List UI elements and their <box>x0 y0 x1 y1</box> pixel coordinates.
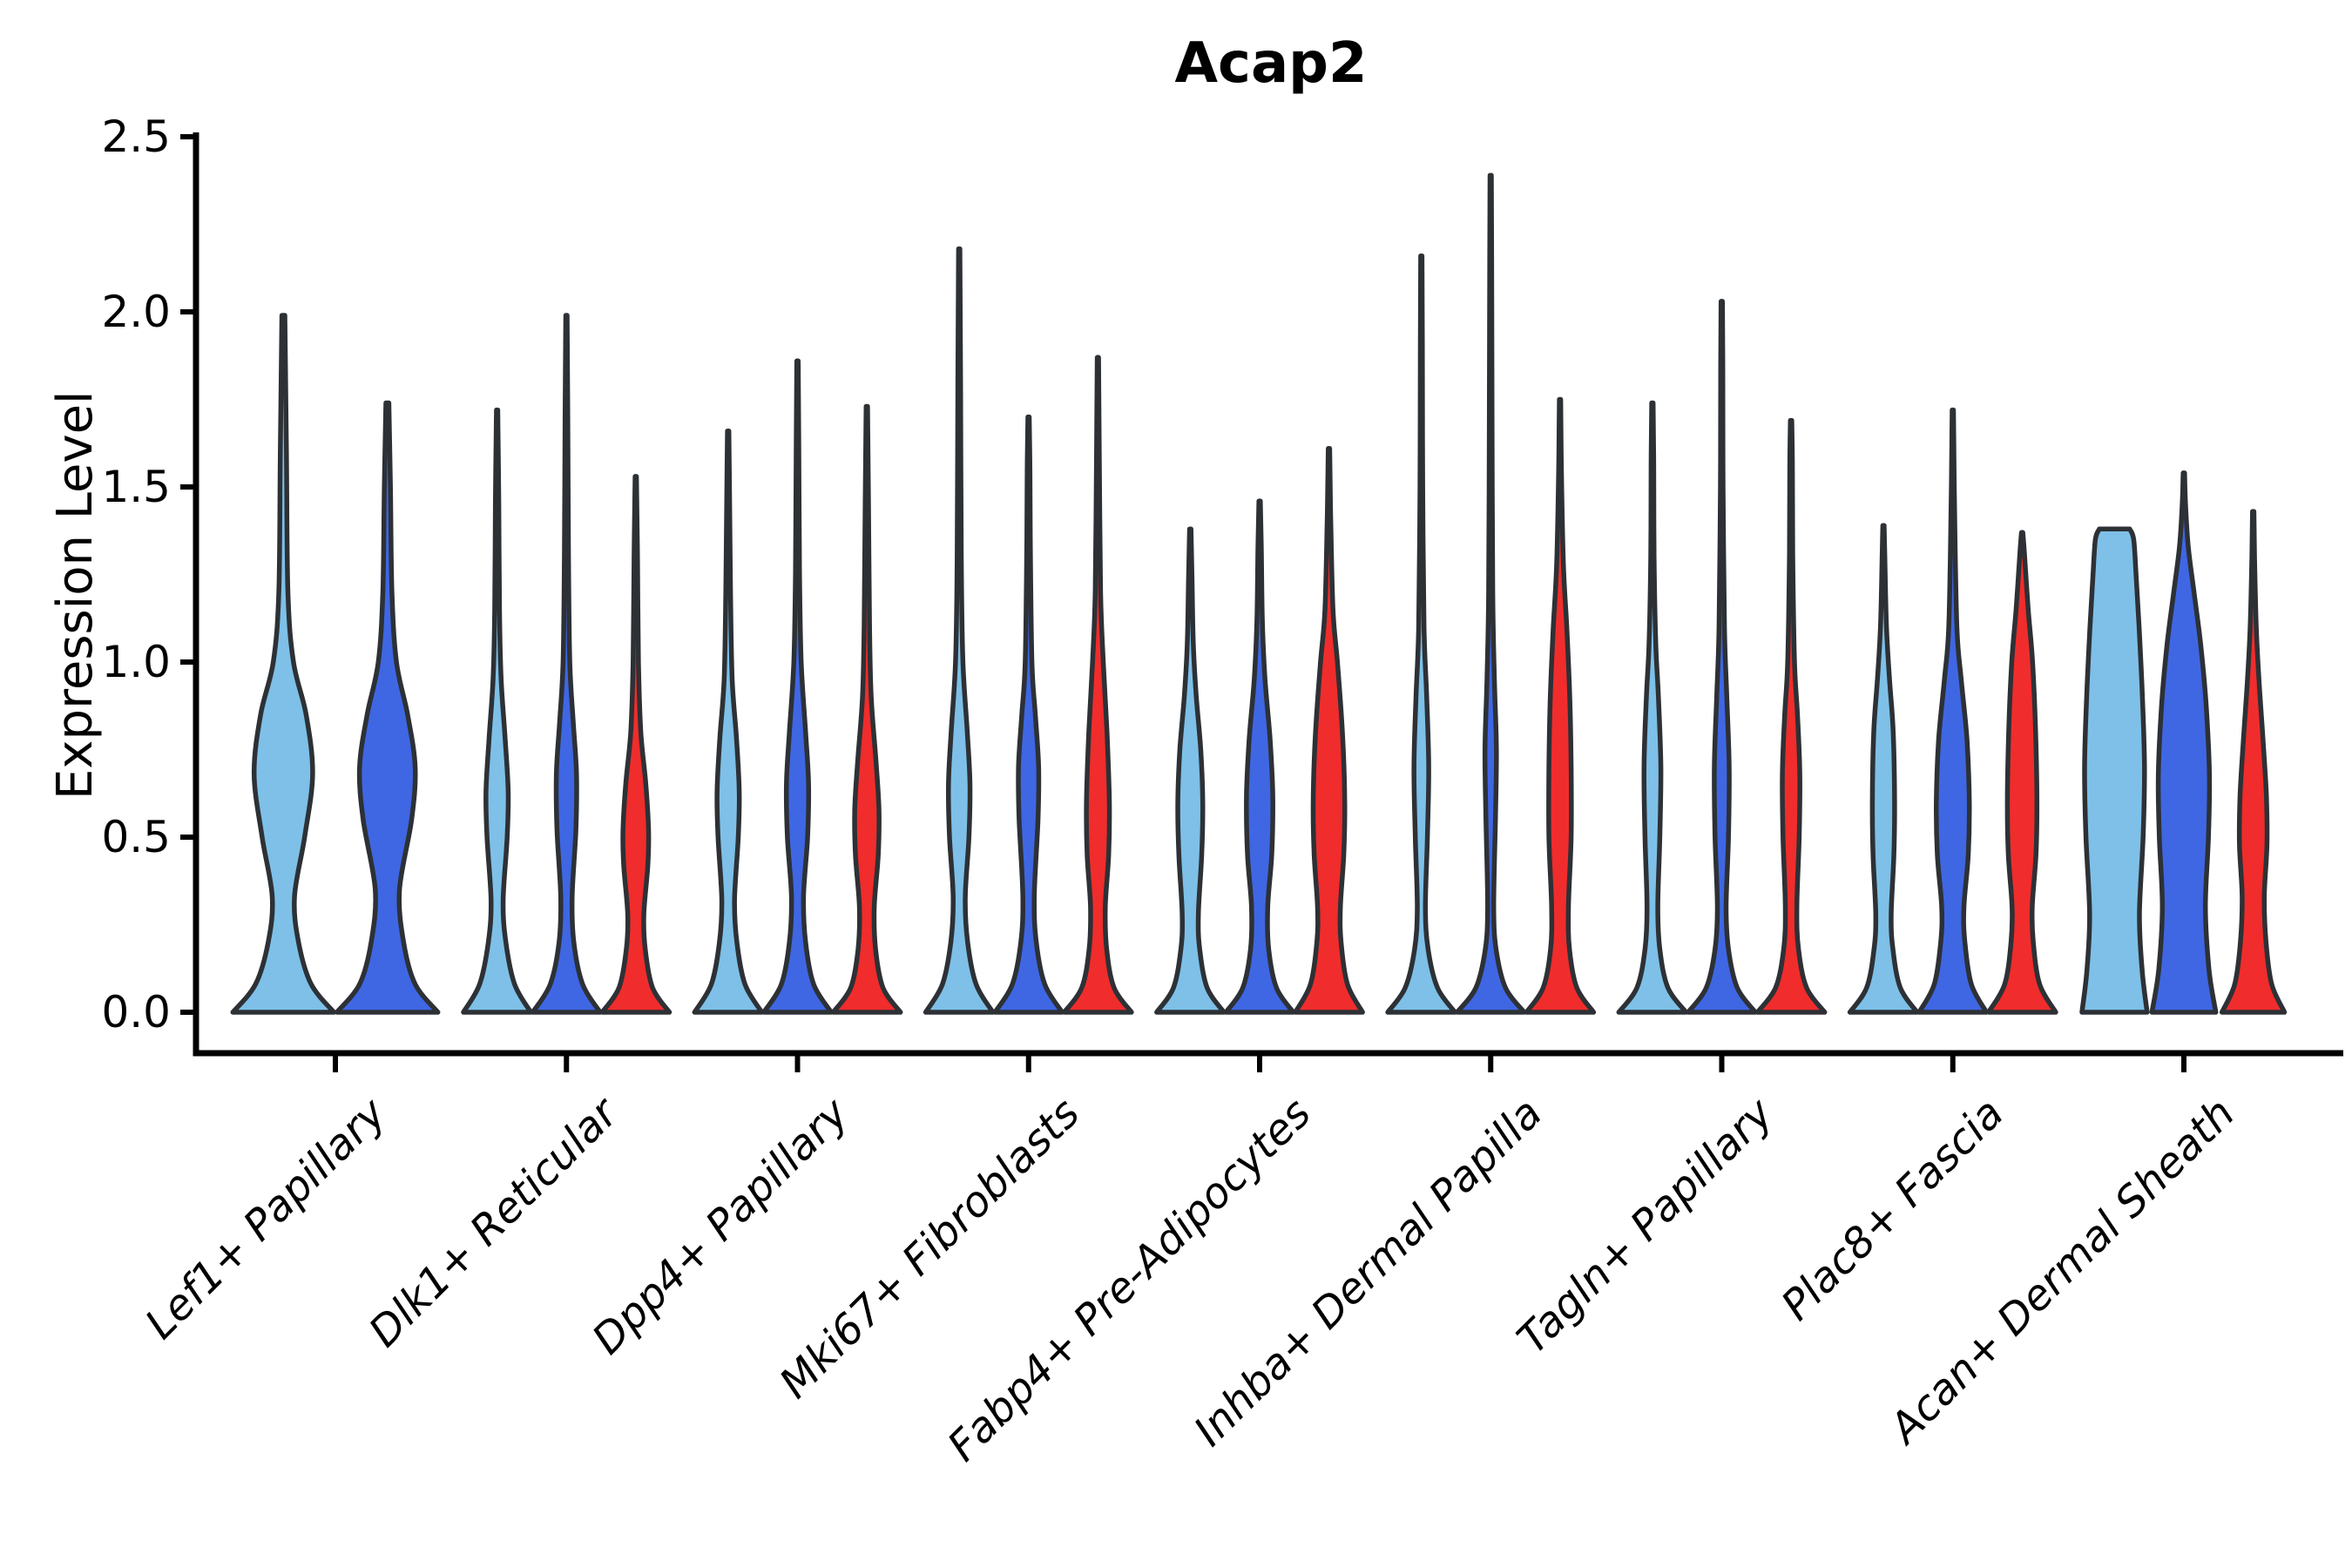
violin-plac8-fascia-light_blue <box>1847 523 1920 1015</box>
violin-tagln-papillary-red <box>1754 417 1828 1015</box>
violin-tagln-papillary-light_blue <box>1616 400 1689 1015</box>
tick-marks <box>180 134 2186 1072</box>
y-axis-label: Expression Level <box>47 390 104 800</box>
violin-dlk1-reticular-red <box>599 474 672 1015</box>
violin-mki67-fibroblasts-light_blue <box>923 246 996 1015</box>
violin-acan-dermal-sheath-red <box>2219 509 2288 1015</box>
y-tick-label-0.0: 0.0 <box>101 987 171 1037</box>
violin-dpp4-papillary-light_blue <box>692 428 765 1015</box>
chart-title: Acap2 <box>1174 31 1368 96</box>
violin-inhba-dermal-papilla-light_blue <box>1385 253 1458 1015</box>
violin-dlk1-reticular-light_blue <box>461 407 534 1015</box>
y-tick-label-1.0: 1.0 <box>101 637 171 687</box>
violin-mki67-fibroblasts-red <box>1062 355 1134 1015</box>
violin-dlk1-reticular-dark_blue <box>530 313 603 1015</box>
y-tick-label-0.5: 0.5 <box>101 812 171 862</box>
violin-inhba-dermal-papilla-red <box>1524 396 1597 1015</box>
violin-dpp4-papillary-dark_blue <box>761 358 834 1015</box>
violin-fabp4-pre-adipocytes-light_blue <box>1154 526 1227 1015</box>
violin-acan-dermal-sheath-light_blue <box>2079 526 2150 1015</box>
violin-fabp4-pre-adipocytes-dark_blue <box>1223 498 1296 1015</box>
y-tick-label-1.5: 1.5 <box>101 462 171 512</box>
violin-plac8-fascia-dark_blue <box>1916 407 1990 1015</box>
violin-mki67-fibroblasts-dark_blue <box>992 414 1065 1015</box>
y-tick-label-2.5: 2.5 <box>101 112 171 162</box>
y-tick-label-2.0: 2.0 <box>101 287 171 337</box>
violin-dpp4-papillary-red <box>830 403 903 1015</box>
violin-inhba-dermal-papilla-dark_blue <box>1454 172 1527 1015</box>
violin-plac8-fascia-red <box>1986 530 2058 1015</box>
violin-fabp4-pre-adipocytes-red <box>1293 446 1365 1015</box>
violins <box>230 172 2288 1015</box>
violin-tagln-papillary-dark_blue <box>1686 299 1758 1015</box>
violin-lef1-papillary-dark_blue <box>334 400 441 1015</box>
violin-acan-dermal-sheath-dark_blue <box>2149 470 2219 1015</box>
violin-lef1-papillary-light_blue <box>230 313 337 1015</box>
